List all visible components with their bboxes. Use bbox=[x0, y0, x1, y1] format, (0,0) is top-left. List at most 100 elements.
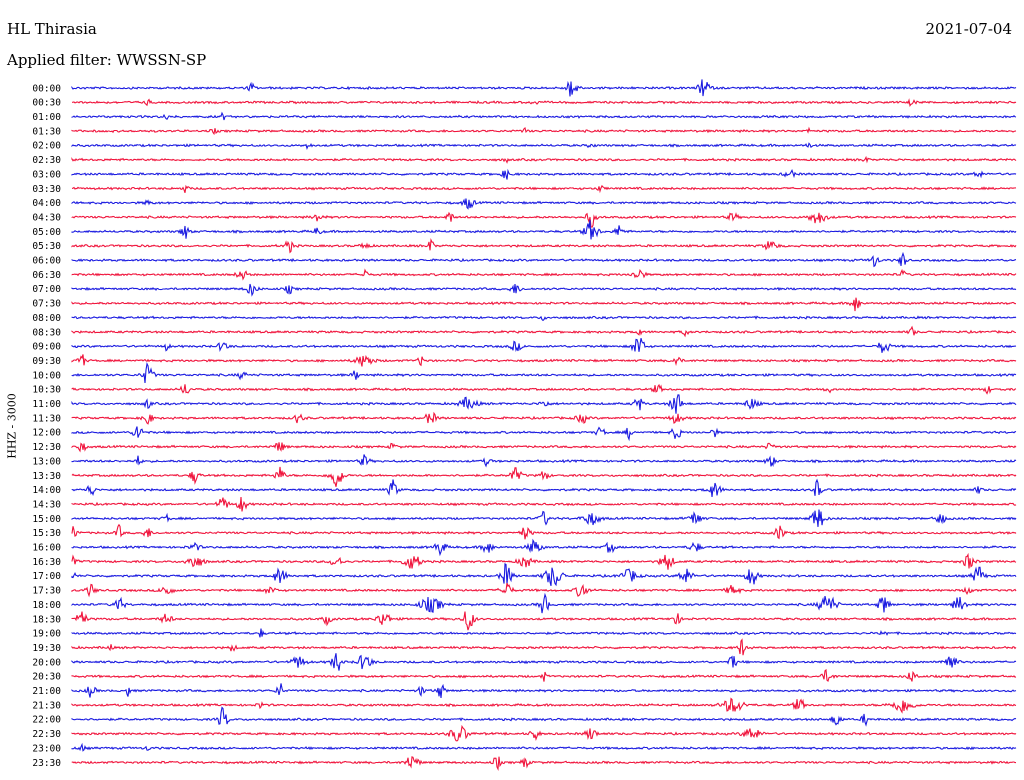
time-tick-label: 01:00 bbox=[32, 112, 61, 123]
time-tick-label: 23:30 bbox=[32, 758, 61, 769]
seismic-trace bbox=[71, 411, 1017, 425]
time-tick-label: 13:30 bbox=[32, 471, 61, 482]
time-tick-label: 05:00 bbox=[32, 227, 61, 238]
time-tick-label: 16:30 bbox=[32, 557, 61, 568]
seismic-trace bbox=[71, 552, 1017, 570]
seismic-trace bbox=[71, 111, 1017, 121]
time-tick-label: 18:30 bbox=[32, 614, 61, 625]
time-tick-label: 02:00 bbox=[32, 141, 61, 152]
time-tick-label: 14:30 bbox=[32, 499, 61, 510]
time-tick-label: 19:00 bbox=[32, 629, 61, 640]
seismic-trace bbox=[71, 268, 1017, 281]
seismic-trace bbox=[71, 497, 1017, 512]
seismic-trace bbox=[71, 219, 1017, 240]
plot-date: 2021-07-04 bbox=[925, 20, 1012, 38]
time-tick-label: 16:00 bbox=[32, 543, 61, 554]
station-title: HL Thirasia bbox=[7, 20, 97, 38]
seismic-trace bbox=[71, 724, 1017, 742]
seismic-trace bbox=[71, 237, 1017, 254]
time-tick-label: 10:30 bbox=[32, 385, 61, 396]
seismic-trace bbox=[71, 509, 1017, 527]
seismic-trace bbox=[71, 628, 1017, 638]
seismic-trace bbox=[71, 315, 1017, 322]
seismic-trace bbox=[71, 426, 1017, 442]
time-tick-label: 07:30 bbox=[32, 299, 61, 310]
time-tick-label: 01:30 bbox=[32, 126, 61, 137]
seismic-trace bbox=[71, 325, 1017, 338]
seismic-trace bbox=[71, 466, 1017, 487]
time-tick-label: 06:30 bbox=[32, 270, 61, 281]
time-tick-label: 12:00 bbox=[32, 428, 61, 439]
time-tick-label: 07:00 bbox=[32, 284, 61, 295]
seismic-trace bbox=[71, 126, 1017, 136]
seismic-trace bbox=[71, 582, 1017, 598]
seismic-trace bbox=[71, 756, 1016, 772]
seismic-trace bbox=[71, 394, 1017, 414]
time-tick-label: 09:00 bbox=[32, 342, 61, 353]
time-tick-label: 03:00 bbox=[32, 169, 61, 180]
seismic-trace bbox=[71, 523, 1017, 540]
time-tick-label: 15:00 bbox=[32, 514, 61, 525]
seismic-trace bbox=[71, 338, 1017, 353]
seismic-trace bbox=[71, 283, 1017, 297]
seismic-trace bbox=[71, 478, 1017, 497]
seismic-trace bbox=[71, 297, 1017, 312]
seismic-trace bbox=[71, 354, 1017, 367]
seismic-trace bbox=[71, 538, 1017, 557]
time-tick-label: 22:30 bbox=[32, 729, 61, 740]
time-tick-label: 10:00 bbox=[32, 370, 61, 381]
time-tick-label: 11:30 bbox=[32, 413, 61, 424]
seismic-trace bbox=[71, 383, 1017, 395]
seismic-trace bbox=[71, 98, 1017, 107]
seismic-trace bbox=[71, 592, 1017, 614]
time-tick-label: 14:00 bbox=[32, 485, 61, 496]
time-tick-label: 04:30 bbox=[32, 212, 61, 223]
seismic-trace bbox=[71, 668, 1017, 682]
time-tick-label: 21:30 bbox=[32, 700, 61, 711]
seismic-trace bbox=[71, 562, 1017, 587]
seismic-trace bbox=[71, 697, 1017, 714]
seismic-trace bbox=[71, 706, 1017, 727]
time-tick-label: 08:30 bbox=[32, 327, 61, 338]
time-tick-label: 02:30 bbox=[32, 155, 61, 166]
seismic-trace bbox=[71, 442, 1017, 453]
time-tick-label: 17:30 bbox=[32, 586, 61, 597]
seismic-trace bbox=[71, 155, 1017, 164]
time-tick-label: 19:30 bbox=[32, 643, 61, 654]
time-tick-label: 05:30 bbox=[32, 241, 61, 252]
time-tick-label: 15:30 bbox=[32, 528, 61, 539]
time-tick-label: 21:00 bbox=[32, 686, 61, 697]
seismic-trace bbox=[71, 142, 1017, 150]
time-tick-label: 12:30 bbox=[32, 442, 61, 453]
time-tick-label: 03:30 bbox=[32, 184, 61, 195]
time-tick-label: 20:00 bbox=[32, 657, 61, 668]
seismic-trace bbox=[71, 638, 1017, 656]
seismic-trace bbox=[71, 362, 1017, 384]
time-tick-label: 04:00 bbox=[32, 198, 61, 209]
time-tick-label: 13:00 bbox=[32, 456, 61, 467]
time-tick-label: 08:00 bbox=[32, 313, 61, 324]
seismic-trace bbox=[71, 454, 1017, 468]
time-tick-label: 20:30 bbox=[32, 672, 61, 683]
filter-label: Applied filter: WWSSN-SP bbox=[7, 51, 207, 69]
seismic-trace bbox=[71, 168, 1017, 180]
time-tick-label: 06:00 bbox=[32, 256, 61, 267]
time-tick-label: 18:00 bbox=[32, 600, 61, 611]
seismic-trace bbox=[71, 653, 1017, 671]
seismic-trace bbox=[71, 184, 1017, 194]
time-tick-label: 22:00 bbox=[32, 715, 61, 726]
seismic-trace bbox=[71, 251, 1017, 268]
time-tick-label: 00:00 bbox=[32, 83, 61, 94]
seismic-trace bbox=[71, 79, 1017, 97]
seismic-trace bbox=[71, 683, 1017, 699]
seismic-trace bbox=[71, 211, 1017, 228]
seismic-trace bbox=[71, 198, 1017, 210]
time-tick-label: 00:30 bbox=[32, 98, 61, 109]
seismic-trace bbox=[71, 742, 1017, 752]
seismic-trace bbox=[71, 611, 1017, 631]
time-tick-label: 11:00 bbox=[32, 399, 61, 410]
time-tick-label: 17:00 bbox=[32, 571, 61, 582]
time-tick-label: 23:00 bbox=[32, 743, 61, 754]
time-tick-label: 09:30 bbox=[32, 356, 61, 367]
